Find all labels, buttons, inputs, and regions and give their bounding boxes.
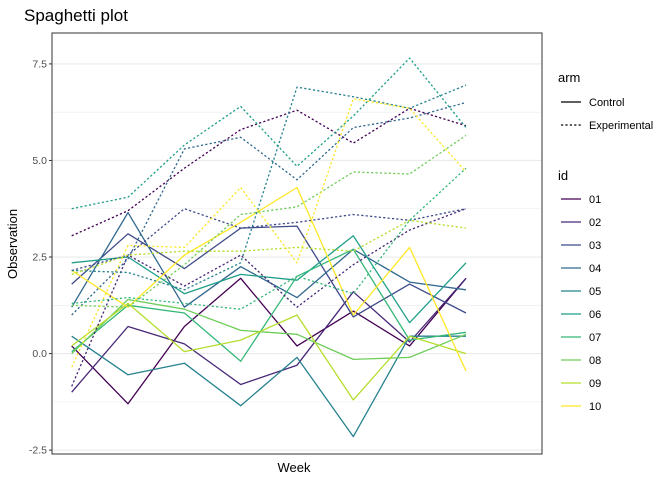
legend-label-id-10: 10 [589,401,601,413]
legend-arm-title: arm [558,70,580,85]
legend-label-id-03: 03 [589,240,601,252]
series-line-control-06 [71,235,467,324]
legend-label-id-01: 01 [589,194,601,206]
series-line-control-08 [71,298,467,361]
plot-panel [52,33,542,454]
gridlines [52,63,542,451]
series-line-control-03 [71,225,467,318]
series-line-control-01 [71,277,467,405]
legend-arm: arm Control Experimental [558,70,653,132]
plot-panel-border [51,32,543,455]
legend-label-id-08: 08 [589,355,601,367]
series-line-control-09 [71,302,467,401]
legend-label-control: Control [589,97,624,109]
y-tick-label: 7.5 [32,58,47,70]
x-axis-title: Week [278,460,311,475]
series-line-experimental-08 [71,134,467,308]
series-line-experimental-03 [71,208,467,272]
y-tick-label: 0.0 [32,348,47,360]
series-line-control-04 [71,211,467,308]
legend-label-id-05: 05 [589,286,601,298]
series-lines [71,57,467,438]
y-axis-ticks: -2.5 0.0 2.5 5.0 7.5 [29,58,52,457]
series-line-experimental-01 [71,107,467,237]
y-tick-label: -2.5 [29,445,47,457]
legend-label-experimental: Experimental [589,120,653,132]
series-line-experimental-07 [71,167,467,310]
legend-id: id 01 02 03 04 05 06 07 08 09 10 [558,168,601,413]
y-axis-title: Observation [5,209,20,279]
legend-label-id-07: 07 [589,332,601,344]
legend-label-id-02: 02 [589,217,601,229]
series-line-experimental-04 [71,101,467,316]
series-line-control-02 [71,277,467,393]
y-tick-label: 5.0 [32,155,47,167]
series-line-control-07 [71,248,467,362]
legend-label-id-06: 06 [589,309,601,321]
legend-id-title: id [558,168,568,183]
series-line-experimental-02 [71,208,467,387]
series-line-control-05 [71,335,466,438]
series-line-experimental-06 [71,57,467,210]
y-tick-label: 2.5 [32,252,47,264]
series-line-experimental-05 [71,84,467,291]
legend-label-id-09: 09 [589,378,601,390]
legend-label-id-04: 04 [589,263,601,275]
chart-title: Spaghetti plot [24,6,128,25]
